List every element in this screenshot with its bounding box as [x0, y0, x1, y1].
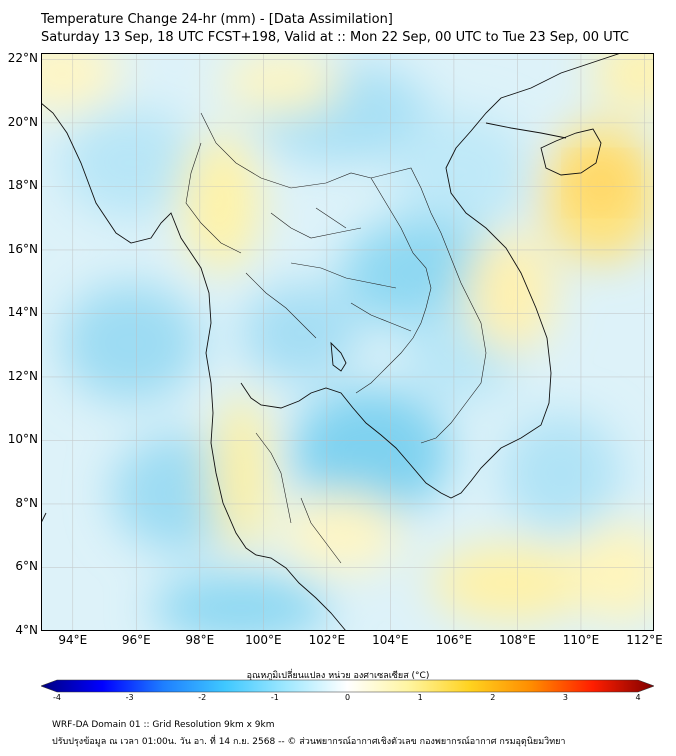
lat-label: 4°N: [15, 623, 38, 637]
lat-label: 22°N: [7, 51, 38, 66]
lat-label: 10°N: [7, 432, 38, 447]
lat-label: 6°N: [15, 559, 38, 574]
lon-label: 110°E: [562, 633, 600, 647]
warm-patch: [213, 393, 269, 553]
map-frame: [41, 53, 654, 631]
lon-label: 106°E: [435, 633, 473, 647]
colorbar-tick: 1: [417, 693, 423, 702]
warm-patch: [41, 53, 121, 113]
cool-patch: [61, 108, 201, 218]
lat-label: 12°N: [7, 368, 38, 383]
colorbar-graphic: [40, 679, 655, 693]
colorbar-tick: 2: [490, 693, 496, 702]
colorbar-tick: -4: [53, 693, 61, 702]
colorbar-tick: 4: [635, 693, 641, 702]
cool-patch: [391, 113, 531, 233]
map-title: Temperature Change 24-hr (mm) - [Data As…: [41, 12, 393, 27]
lat-label: 18°N: [7, 178, 38, 193]
warm-patch: [591, 53, 654, 113]
colorbar-label: อุณหภูมิเปลี่ยนแปลง หน่วย องศาเซลเซียส (…: [246, 671, 430, 681]
warm-patch: [181, 133, 261, 273]
warm-patch: [221, 53, 341, 113]
lon-label: 104°E: [372, 633, 409, 647]
graticule: [41, 53, 654, 631]
footer-model-info: WRF-DA Domain 01 :: Grid Resolution 9km …: [52, 720, 275, 730]
lon-label: 112°E: [626, 633, 663, 647]
warm-patch: [571, 523, 654, 623]
colorbar-tick: -1: [270, 693, 279, 702]
lat-label: 8°N: [15, 495, 38, 510]
lon-label: 94°E: [58, 633, 88, 647]
lat-label: 14°N: [7, 305, 38, 320]
colorbar-tick: -3: [125, 693, 134, 702]
lat-label: 20°N: [7, 114, 38, 129]
lon-label: 100°E: [245, 633, 282, 647]
colorbar-tick: 3: [562, 693, 568, 702]
warm-patch: [466, 233, 556, 353]
cool-patch: [501, 413, 621, 533]
map-panel[interactable]: [41, 53, 654, 631]
temperature-change-map[interactable]: [41, 53, 654, 631]
colorbar-tick: 0: [344, 693, 351, 702]
lat-label: 16°N: [7, 241, 38, 256]
lon-label: 102°E: [308, 633, 346, 647]
map-subtitle: Saturday 13 Sep, 18 UTC FCST+198, Valid …: [41, 30, 629, 45]
warm-patch: [281, 493, 401, 573]
colorbar: [40, 678, 655, 693]
cool-patch: [151, 573, 331, 631]
borders: [185, 112, 487, 564]
colorbar-bar: [40, 679, 655, 693]
lon-label: 96°E: [121, 633, 151, 647]
cool-patch: [241, 283, 361, 383]
lon-label: 98°E: [185, 633, 215, 647]
temperature-field: [41, 53, 654, 631]
warm-patch: [431, 543, 591, 623]
colorbar-tick: -2: [198, 693, 207, 702]
warm-core: [576, 161, 626, 205]
cool-patch: [61, 283, 201, 403]
cool-patch: [291, 388, 451, 518]
coastline: [41, 53, 622, 631]
cool-patch: [341, 218, 501, 328]
footer-credit: ปรับปรุงข้อมูล ณ เวลา 01:00น. วัน อา. ที…: [52, 737, 566, 747]
lon-label: 108°E: [499, 633, 536, 647]
